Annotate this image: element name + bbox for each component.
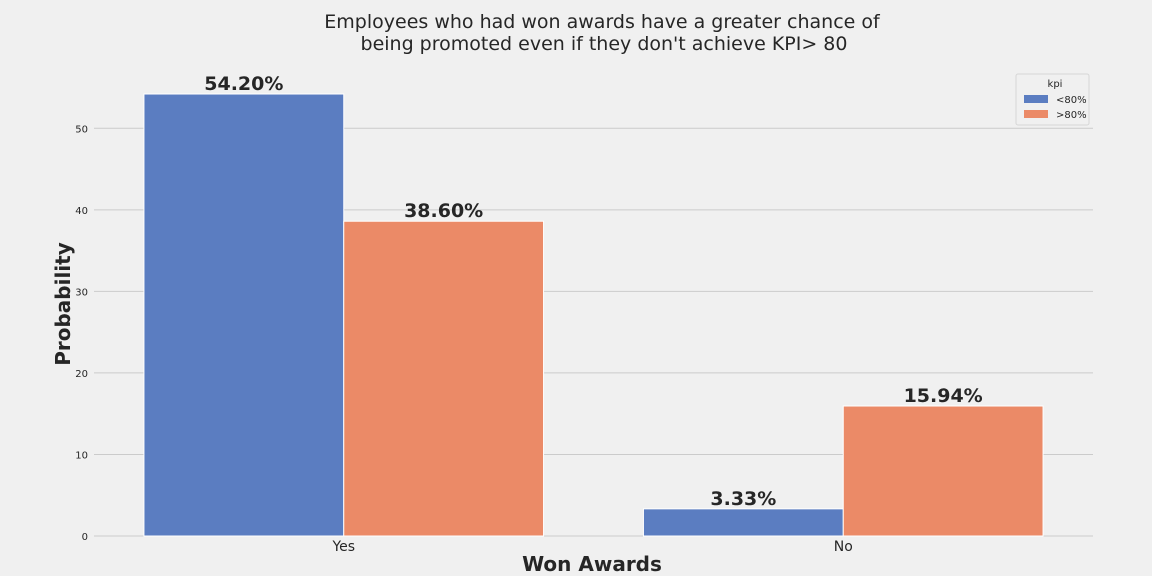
x-tick-label: No (834, 539, 853, 555)
y-axis-ticks: 0 10 20 30 40 50 (75, 124, 88, 543)
bar (343, 220, 545, 537)
x-axis-ticks: Yes No (331, 539, 852, 555)
legend-title: kpi (1048, 79, 1063, 90)
bar (143, 93, 345, 537)
chart-title-line-1: Employees who had won awards have a grea… (324, 11, 881, 33)
bars (143, 93, 1044, 537)
legend-swatch-above-80 (1024, 110, 1048, 118)
chart-title-line-2: being promoted even if they don't achiev… (361, 33, 848, 55)
y-axis-label: Probability (51, 242, 75, 366)
y-tick-label: 10 (75, 450, 88, 461)
data-labels: 54.20% 38.60% 3.33% 15.94% (204, 73, 982, 510)
x-axis-label: Won Awards (522, 552, 662, 576)
data-label: 38.60% (404, 200, 483, 222)
legend-label-above-80: >80% (1056, 110, 1087, 121)
legend-swatch-below-80 (1024, 95, 1048, 103)
data-label: 54.20% (204, 73, 283, 95)
legend: kpi <80% >80% (1015, 73, 1090, 126)
data-label: 15.94% (904, 385, 983, 407)
data-label: 3.33% (710, 488, 776, 510)
y-tick-label: 50 (75, 124, 88, 135)
y-tick-label: 40 (75, 206, 88, 217)
bar (642, 508, 844, 537)
y-tick-label: 20 (75, 369, 88, 380)
x-tick-label: Yes (331, 539, 355, 555)
bar (842, 405, 1044, 537)
legend-label-below-80: <80% (1056, 95, 1087, 106)
y-tick-label: 30 (75, 287, 88, 298)
y-tick-label: 0 (82, 532, 88, 543)
